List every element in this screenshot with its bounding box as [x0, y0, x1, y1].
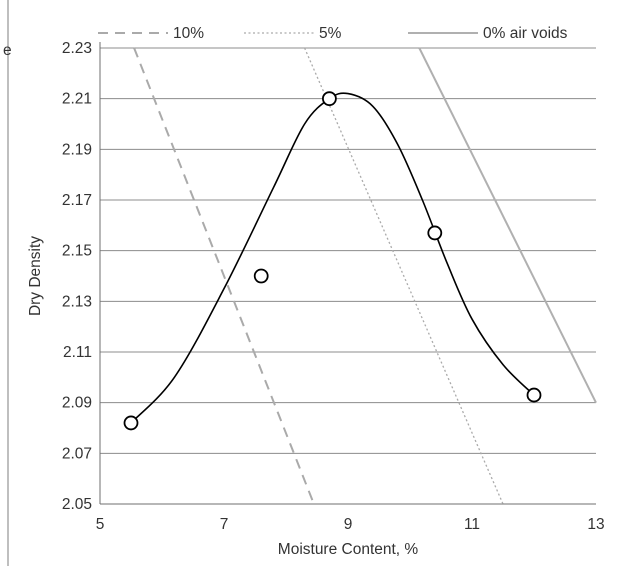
y-tick-label: 2.07: [62, 445, 92, 462]
y-tick-label: 2.21: [62, 91, 92, 108]
legend: 10% 5% 0% air voids: [98, 25, 568, 42]
data-points: [123, 91, 542, 431]
data-point: [123, 415, 139, 431]
y-tick-label: 2.13: [62, 293, 92, 310]
air-void-line: [304, 47, 504, 505]
x-axis-title: Moisture Content, %: [278, 541, 419, 558]
y-axis-title: Dry Density: [27, 236, 44, 316]
air-void-line: [133, 47, 315, 505]
data-point: [526, 387, 542, 403]
tick-labels: 2.05 2.07 2.09 2.11 2.13 2.15 2.17 2.19 2.21 2.23…: [62, 40, 605, 533]
x-tick-label: 11: [464, 516, 480, 533]
y-tick-label: 2.05: [62, 496, 92, 513]
legend-label: 10%: [173, 25, 204, 42]
y-tick-label: 2.09: [62, 395, 92, 412]
x-tick-label: 7: [220, 516, 229, 533]
data-point: [321, 91, 337, 107]
clipped-fragment: e: [3, 42, 12, 59]
axes: [99, 42, 596, 505]
fit-curve: [130, 92, 535, 424]
legend-label: 0% air voids: [483, 25, 568, 42]
y-tick-label: 2.17: [62, 192, 92, 209]
x-tick-label: 5: [96, 516, 105, 533]
x-tick-label: 13: [587, 516, 604, 533]
y-tick-label: 2.19: [62, 141, 92, 158]
air-void-lines: [133, 47, 597, 505]
air-void-line: [418, 47, 597, 404]
y-tick-label: 2.23: [62, 40, 92, 57]
data-point: [253, 268, 269, 284]
data-point: [427, 225, 443, 241]
x-tick-label: 9: [344, 516, 353, 533]
legend-label: 5%: [319, 25, 342, 42]
compaction-curve: [130, 92, 535, 424]
y-tick-label: 2.11: [63, 344, 92, 361]
y-tick-label: 2.15: [62, 243, 92, 260]
gridlines: [100, 47, 596, 454]
